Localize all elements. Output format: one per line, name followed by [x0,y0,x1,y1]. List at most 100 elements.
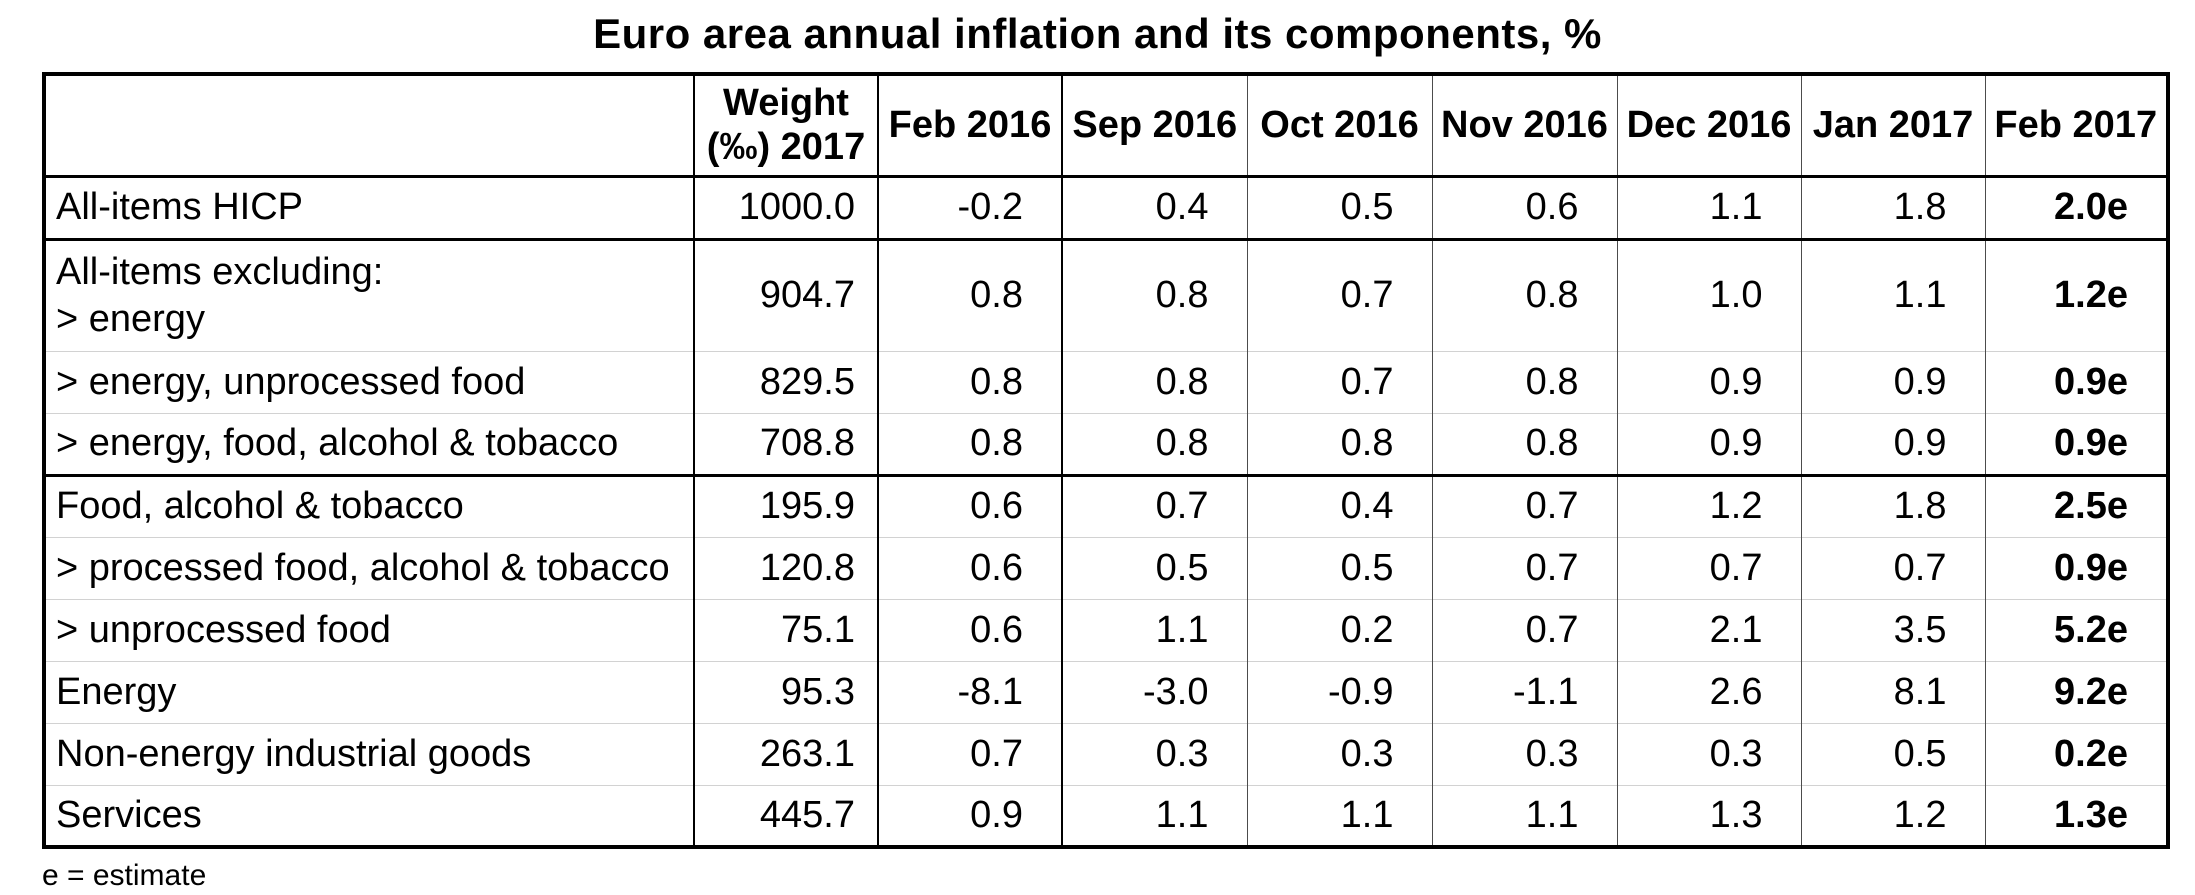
row-label: Energy [44,661,695,723]
weight-cell: 904.7 [694,239,879,351]
table-row: Non-energy industrial goods 263.1 0.7 0.… [44,723,2168,785]
value-cell: 1.1 [1432,785,1618,847]
value-cell: 0.7 [1432,475,1618,537]
value-cell: 0.3 [1062,723,1248,785]
value-cell: 0.4 [1247,475,1433,537]
estimate-cell: 5.2e [2054,608,2128,651]
value-cell: 0.2 [1247,599,1433,661]
value-cell: 0.7 [1432,599,1618,661]
header-weight-line2: (‰) 2017 [706,126,866,169]
header-sep-2016: Sep 2016 [1062,74,1248,176]
header-row: Weight (‰) 2017 Feb 2016 Sep 2016 Oct 20… [44,74,2168,176]
estimate-cell: 2.5e [2054,485,2128,527]
value-cell: -0.9 [1247,661,1433,723]
value-cell: 0.7 [1062,475,1248,537]
value-cell: 0.9 [1801,351,1986,413]
value-cell: 1.1 [1062,785,1248,847]
weight-cell: 95.3 [694,661,879,723]
value-cell: 0.3 [1247,723,1433,785]
table-row: Energy 95.3 -8.1 -3.0 -0.9 -1.1 2.6 8.1 … [44,661,2168,723]
header-dec-2016: Dec 2016 [1617,74,1802,176]
value-cell: 0.7 [1247,239,1433,351]
header-weight-line1: Weight [723,82,849,125]
row-label: Food, alcohol & tobacco [44,475,695,537]
estimate-cell: 0.2e [2054,732,2128,775]
row-label: > processed food, alcohol & tobacco [44,537,695,599]
header-feb-2017: Feb 2017 [1994,104,2158,147]
value-cell: 0.3 [1617,723,1802,785]
value-cell: 3.5 [1801,599,1986,661]
value-cell: 1.0 [1617,239,1802,351]
value-cell: 0.5 [1247,176,1433,239]
estimate-cell: 0.9e [2054,422,2128,464]
estimate-cell: 1.3e [2054,793,2128,836]
value-cell: 0.6 [878,475,1063,537]
estimate-cell: 0.9e [2054,546,2128,589]
value-cell: 0.7 [1432,537,1618,599]
value-cell: -8.1 [878,661,1063,723]
weight-cell: 445.7 [694,785,879,847]
header-oct-2016: Oct 2016 [1247,74,1433,176]
inflation-table: Weight (‰) 2017 Feb 2016 Sep 2016 Oct 20… [42,72,2170,849]
row-label: Services [44,785,695,847]
table-row: > energy, food, alcohol & tobacco 708.8 … [44,413,2168,475]
row-label-line2: > energy [56,297,205,340]
estimate-cell: 2.0e [2054,186,2128,228]
value-cell: 0.7 [1801,537,1986,599]
page-title: Euro area annual inflation and its compo… [593,10,1602,57]
table-row: All-items HICP 1000.0 -0.2 0.4 0.5 0.6 1… [44,176,2168,239]
value-cell: 0.9 [1801,413,1986,475]
weight-cell: 263.1 [694,723,879,785]
value-cell: 1.3 [1617,785,1802,847]
value-cell: 1.2 [1617,475,1802,537]
row-label: > energy, food, alcohol & tobacco [44,413,695,475]
value-cell: 1.1 [1247,785,1433,847]
weight-cell: 195.9 [694,475,879,537]
value-cell: -1.1 [1432,661,1618,723]
value-cell: 0.5 [1801,723,1986,785]
header-jan-2017: Jan 2017 [1801,74,1986,176]
value-cell: -3.0 [1062,661,1248,723]
value-cell: 0.8 [1432,239,1618,351]
table-row: > processed food, alcohol & tobacco 120.… [44,537,2168,599]
estimate-cell: 9.2e [2054,670,2128,713]
value-cell: 0.8 [1432,351,1618,413]
value-cell: 0.6 [1432,176,1618,239]
value-cell: 0.9 [1617,351,1802,413]
row-label-line1: All-items excluding: [56,250,384,293]
value-cell: 2.6 [1617,661,1802,723]
value-cell: 0.7 [878,723,1063,785]
weight-cell: 120.8 [694,537,879,599]
value-cell: 0.4 [1062,176,1248,239]
value-cell: 1.1 [1617,176,1802,239]
table-row: Food, alcohol & tobacco 195.9 0.6 0.7 0.… [44,475,2168,537]
row-label: > unprocessed food [44,599,695,661]
value-cell: 1.1 [1801,239,1986,351]
value-cell: 1.8 [1801,475,1986,537]
value-cell: 0.8 [1247,413,1433,475]
value-cell: 1.8 [1801,176,1986,239]
estimate-cell: 1.2e [2054,274,2128,316]
value-cell: 0.9 [1617,413,1802,475]
value-cell: 0.6 [878,599,1063,661]
value-cell: 0.8 [1062,351,1248,413]
value-cell: 0.5 [1247,537,1433,599]
value-cell: 2.1 [1617,599,1802,661]
footnote: e = estimate [42,859,207,892]
table-row: > unprocessed food 75.1 0.6 1.1 0.2 0.7 … [44,599,2168,661]
value-cell: 0.3 [1432,723,1618,785]
estimate-cell: 0.9e [2054,360,2128,403]
value-cell: 0.5 [1062,537,1248,599]
value-cell: 0.8 [1062,413,1248,475]
table-row: Services 445.7 0.9 1.1 1.1 1.1 1.3 1.2 1… [44,785,2168,847]
table-row: All-items excluding: > energy 904.7 0.8 … [44,239,2168,351]
value-cell: 0.9 [878,785,1063,847]
value-cell: 8.1 [1801,661,1986,723]
weight-cell: 1000.0 [694,176,879,239]
header-empty-cell [44,74,695,176]
row-label: > energy, unprocessed food [44,351,695,413]
value-cell: 0.8 [878,239,1063,351]
value-cell: 0.7 [1247,351,1433,413]
value-cell: 1.1 [1062,599,1248,661]
